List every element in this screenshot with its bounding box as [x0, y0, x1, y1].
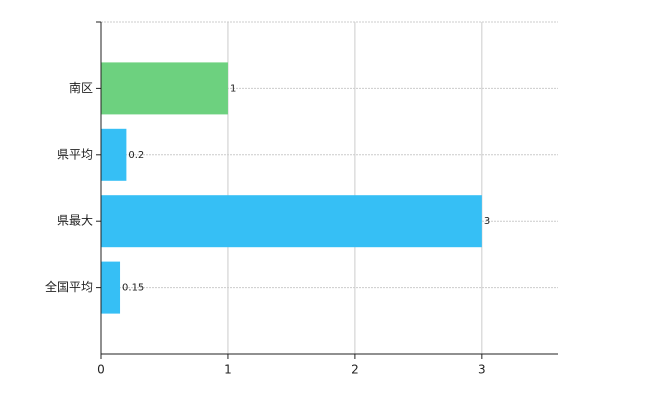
bar [101, 62, 228, 115]
y-tick-label: 県最大 [57, 214, 93, 228]
value-label: 0.15 [122, 283, 144, 294]
x-tick-label: 0 [97, 363, 105, 377]
y-tick-label: 全国平均 [45, 279, 93, 294]
bar [101, 261, 121, 314]
x-tick-label: 1 [224, 363, 232, 377]
value-label: 0.2 [128, 150, 144, 161]
y-tick-label: 県平均 [57, 147, 93, 161]
x-tick-label: 3 [478, 363, 486, 377]
value-label: 3 [484, 216, 490, 227]
value-label: 1 [230, 83, 236, 94]
bar [101, 128, 127, 181]
bar [101, 195, 482, 248]
x-tick-label: 2 [351, 363, 359, 377]
y-tick-label: 南区 [69, 80, 93, 95]
